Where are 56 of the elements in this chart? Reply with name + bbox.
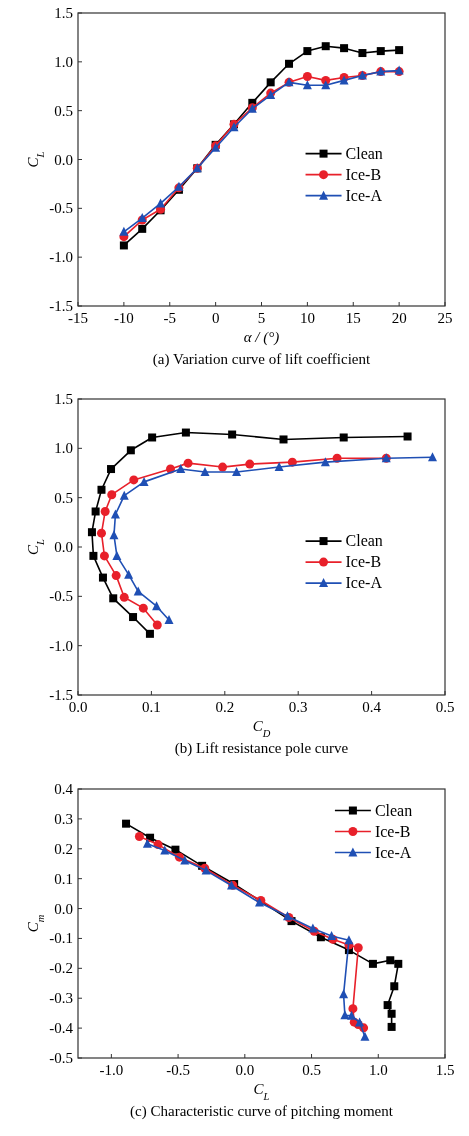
text: (b) Lift resistance pole curve — [174, 740, 349, 757]
x-tick-label: -1.0 — [99, 1062, 124, 1078]
x-tick-label: 20 — [391, 310, 407, 326]
y-tick-label: 0.4 — [54, 781, 74, 797]
y-tick-label: 0.5 — [54, 489, 73, 506]
legend-label: Ice-A — [345, 574, 383, 592]
y-tick-label: -0.4 — [49, 1020, 74, 1037]
legend-label: Clean — [345, 532, 383, 550]
legend-label: Ice-B — [345, 165, 382, 183]
text: (c) Characteristic curve of pitching moment — [130, 1103, 394, 1120]
y-tick-label: 0.2 — [54, 840, 73, 857]
x-tick-label: 0.5 — [435, 699, 455, 715]
x-axis-title: C$_{L}$ — [253, 1081, 270, 1102]
text: (a) Variation curve of lift coefficient — [152, 351, 371, 368]
x-tick-label: 1.5 — [435, 1062, 455, 1078]
legend-label: Clean — [345, 144, 383, 162]
x-tick-label: 15 — [345, 310, 361, 326]
x-tick-label: 0.0 — [235, 1062, 255, 1078]
x-tick-label: -5 — [163, 310, 176, 326]
x-tick-label: -0.5 — [166, 1062, 190, 1078]
x-tick-label: 0.2 — [215, 699, 235, 715]
y-tick-label: 0.0 — [54, 539, 73, 555]
y-tick-label: 1.5 — [54, 5, 73, 21]
x-tick-label: 1.0 — [368, 1062, 388, 1078]
y-tick-label: -0.1 — [49, 930, 73, 947]
x-tick-label: 10 — [299, 310, 315, 326]
x-tick-label: 0.1 — [142, 699, 161, 715]
x-tick-label: 0.4 — [362, 699, 382, 715]
y-tick-label: -0.5 — [49, 1050, 73, 1066]
y-tick-label: -1.0 — [49, 249, 73, 266]
x-tick-label: 5 — [257, 310, 266, 326]
y-tick-label: -0.2 — [49, 960, 73, 977]
legend-label: Ice-B — [345, 553, 382, 571]
y-tick-label: 1.0 — [54, 53, 73, 70]
y-tick-label: 0.1 — [54, 870, 73, 887]
y-tick-label: 0.0 — [54, 900, 73, 917]
y-tick-label: 1.0 — [54, 440, 73, 457]
y-tick-label: -0.5 — [49, 588, 73, 605]
y-tick-label: 0.0 — [54, 151, 73, 168]
x-tick-label: 0 — [211, 310, 220, 326]
y-tick-label: -0.5 — [49, 200, 73, 217]
x-tick-label: 0.5 — [302, 1062, 321, 1078]
y-tick-label: 0.3 — [54, 810, 73, 827]
legend-label: Ice-B — [374, 822, 411, 840]
x-axis-title: α / (°) — [243, 329, 280, 346]
legend-label: Ice-A — [374, 843, 412, 861]
x-tick-label: 0.3 — [288, 699, 308, 715]
y-tick-label: -1.0 — [49, 637, 73, 654]
x-tick-label: -10 — [113, 310, 134, 326]
y-tick-label: 1.5 — [54, 391, 73, 407]
x-axis-title: C$_{D}$ — [252, 718, 271, 739]
x-tick-label: 25 — [437, 310, 453, 326]
y-tick-label: -0.3 — [49, 990, 73, 1007]
legend-label: Ice-A — [345, 186, 383, 204]
y-tick-label: 0.5 — [54, 102, 73, 119]
legend-label: Clean — [374, 801, 413, 819]
